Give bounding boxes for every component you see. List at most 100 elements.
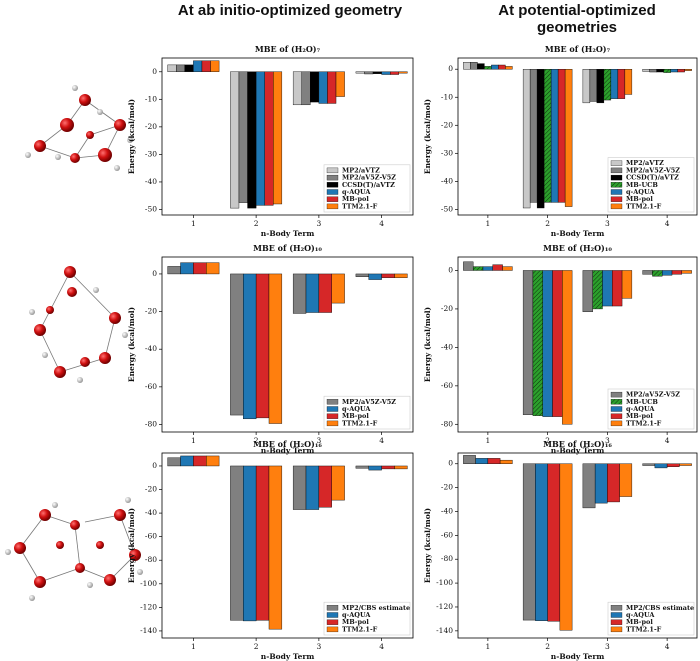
y-axis-label: Energy (kcal/mol) [423, 508, 432, 583]
bar [305, 273, 320, 313]
bar [381, 273, 395, 278]
legend-swatch [326, 612, 339, 618]
legend-label: TTM2.1-F [342, 419, 378, 427]
bar [255, 71, 265, 206]
y-axis-label: Energy (kcal/mol) [127, 508, 136, 583]
y-tick-label: 0 [448, 64, 453, 73]
bar [355, 465, 369, 469]
x-tick-label: 1 [485, 436, 490, 445]
y-tick-label: -30 [441, 148, 453, 157]
legend-label: MP2/aV5Z-V5Z [342, 174, 396, 182]
y-tick-label: -120 [436, 602, 453, 611]
bar [184, 64, 194, 72]
bar [364, 71, 374, 75]
x-tick-label: 1 [191, 219, 196, 228]
bar [206, 262, 220, 275]
bar [562, 270, 573, 425]
bar [193, 262, 207, 275]
plot-frame [161, 452, 414, 639]
bar [201, 60, 211, 72]
x-tick-label: 2 [254, 642, 259, 651]
bar [589, 69, 598, 102]
y-tick-label: 0 [448, 265, 453, 274]
bar [210, 60, 220, 72]
legend-label: TTM2.1-F [342, 625, 378, 633]
x-tick-label: 3 [605, 642, 610, 651]
x-tick-label: 2 [545, 219, 550, 228]
chart-title: MBE of (H₂O)₁₆ [253, 439, 322, 449]
y-tick-label: 0 [152, 67, 157, 76]
bar [559, 463, 573, 631]
bar [463, 62, 471, 70]
bar [268, 465, 283, 630]
bar [475, 458, 489, 464]
bar [522, 270, 534, 415]
bar [398, 71, 408, 74]
legend-label: MP2/CBS estimate [342, 604, 410, 612]
y-tick-label: -50 [145, 204, 157, 213]
chart-title: MBE of (H₂O)₇ [255, 44, 321, 54]
plot-frame [457, 452, 698, 639]
bar [557, 69, 566, 203]
legend-swatch [610, 399, 623, 405]
bar [582, 69, 591, 104]
bar [656, 69, 664, 73]
legend-label: q-AQUA [626, 405, 655, 413]
legend-swatch [610, 182, 623, 188]
y-tick-label: -140 [436, 626, 453, 635]
chart-title: MBE of (H₂O)₁₆ [543, 439, 612, 449]
y-tick-label: -40 [441, 506, 453, 515]
bar [621, 270, 633, 299]
bar [477, 63, 485, 70]
molecule-7 [25, 85, 133, 171]
bar [394, 273, 408, 278]
bar [292, 465, 307, 510]
bar [484, 66, 492, 70]
bar [180, 262, 194, 275]
bar [318, 273, 332, 313]
x-tick-label: 1 [485, 219, 490, 228]
legend-label: MB-pol [626, 618, 653, 626]
bar [487, 458, 501, 464]
plot-frame [161, 256, 414, 433]
x-tick-label: 3 [316, 436, 321, 445]
y-tick-label: -20 [441, 304, 453, 313]
bar [547, 463, 561, 622]
legend-swatch [610, 203, 623, 210]
bar [381, 465, 395, 470]
bar [681, 270, 692, 274]
bar [167, 266, 181, 275]
plot-frame [457, 57, 698, 216]
bar [596, 69, 605, 104]
x-axis-label: n-Body Term [551, 229, 605, 238]
bar [642, 463, 656, 466]
y-tick-label: -30 [145, 149, 157, 158]
legend-swatch [326, 196, 339, 202]
chart-title: MBE of (H₂O)₁₀ [543, 243, 612, 253]
bar [463, 455, 476, 464]
x-axis-label: n-Body Term [261, 446, 315, 455]
x-tick-label: 1 [191, 436, 196, 445]
x-tick-label: 1 [485, 642, 490, 651]
bar [564, 69, 573, 207]
y-tick-label: -20 [441, 120, 453, 129]
plot-frame [161, 57, 414, 216]
bar [268, 273, 283, 424]
legend-box [323, 164, 411, 213]
legend-swatch [326, 605, 339, 611]
bar [331, 465, 345, 501]
legend-label: q-AQUA [342, 611, 371, 619]
legend-swatch [610, 626, 623, 633]
legend-label: TTM2.1-F [626, 419, 662, 427]
bar [372, 71, 382, 74]
bar [331, 273, 345, 304]
legend-swatch [326, 413, 339, 419]
y-tick-label: -20 [145, 122, 157, 131]
bar [255, 465, 270, 621]
bar [463, 261, 474, 271]
legend-swatch [326, 420, 339, 427]
legend-swatch [326, 174, 339, 181]
x-tick-label: 2 [545, 642, 550, 651]
